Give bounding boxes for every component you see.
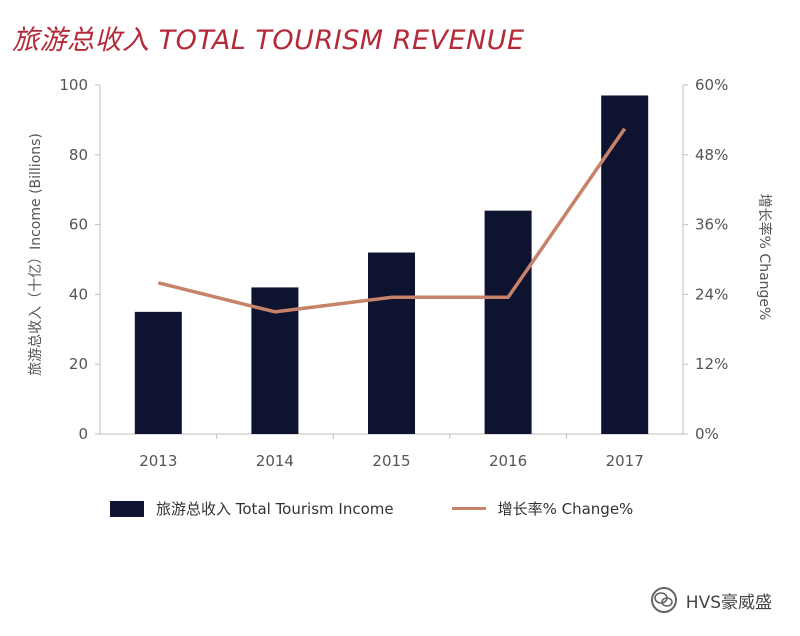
y-tick-label: 60 <box>69 216 88 234</box>
wechat-icon <box>650 587 677 613</box>
y-tick-label: 0 <box>78 425 88 443</box>
bar <box>484 210 532 434</box>
x-tick-label: 2016 <box>489 452 527 470</box>
legend-item-change: 增长率% Change% <box>451 498 634 519</box>
y-tick-label: 80 <box>69 146 88 164</box>
chart-title: 旅游总收入 TOTAL TOURISM REVENUE <box>12 25 525 56</box>
legend-label-change: 增长率% Change% <box>497 500 634 518</box>
y2-tick-label: 24% <box>695 285 728 303</box>
y2-tick-label: 12% <box>695 355 728 373</box>
watermark-text: HVS豪威盛 <box>685 592 772 613</box>
x-tick-label: 2017 <box>606 452 644 470</box>
y2-tick-label: 48% <box>695 146 728 164</box>
bar <box>601 95 649 434</box>
y2-tick-label: 0% <box>695 425 719 443</box>
x-tick-label: 2013 <box>139 452 177 470</box>
legend-swatch-bar <box>110 500 144 517</box>
y-tick-label: 100 <box>59 76 88 94</box>
y2-tick-label: 36% <box>695 216 728 234</box>
x-tick-label: 2015 <box>372 452 410 470</box>
y2-axis-title: 增长率% Change% <box>756 194 773 321</box>
y2-tick-label: 60% <box>695 76 728 94</box>
change-line <box>157 127 627 314</box>
bar <box>134 311 182 434</box>
legend-swatch-line <box>451 507 486 510</box>
legend-item-income: 旅游总收入 Total Tourism Income <box>110 498 394 519</box>
y-axis-title: 旅游总收入（十亿）Income (Billions) <box>28 133 44 376</box>
legend-label-income: 旅游总收入 Total Tourism Income <box>156 500 394 518</box>
x-tick-label: 2014 <box>256 452 294 470</box>
legend: 旅游总收入 Total Tourism Income 增长率% Change% <box>110 498 633 519</box>
bar <box>368 252 415 434</box>
y-tick-label: 40 <box>69 285 88 303</box>
y-tick-label: 20 <box>69 355 88 373</box>
watermark: HVS豪威盛 <box>650 586 772 614</box>
